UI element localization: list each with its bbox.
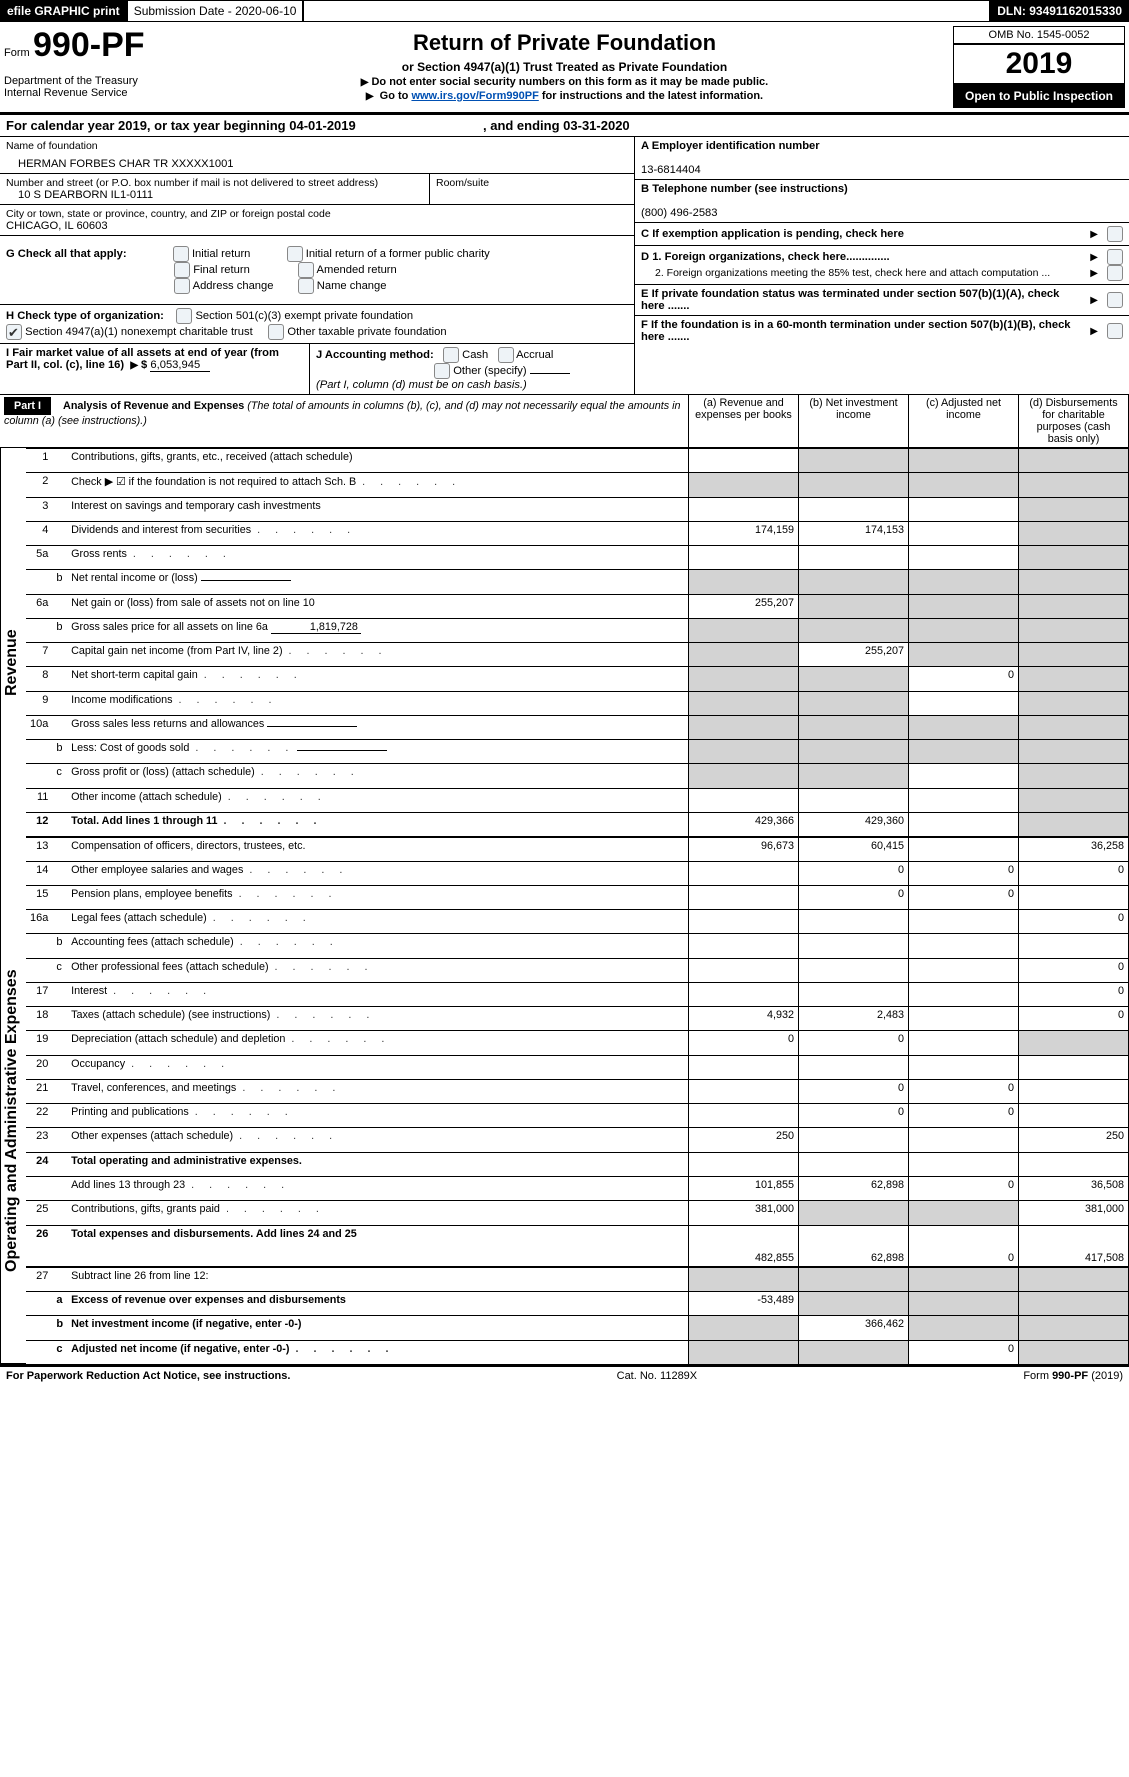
table-row: 24Total operating and administrative exp…: [26, 1152, 1129, 1176]
checkbox-4947a1[interactable]: [6, 324, 22, 340]
table-row: 12Total. Add lines 1 through 11 . . . . …: [26, 812, 1129, 836]
street-address: 10 S DEARBORN IL1-0111: [6, 189, 423, 201]
checkbox-501c3[interactable]: [176, 308, 192, 324]
checkbox-initial-return-former[interactable]: [287, 246, 303, 262]
table-row: 27Subtract line 26 from line 12:: [26, 1267, 1129, 1291]
col-d-header: (d) Disbursements for charitable purpose…: [1019, 395, 1129, 448]
col-a-header: (a) Revenue and expenses per books: [689, 395, 799, 448]
irs-link[interactable]: www.irs.gov/Form990PF: [411, 90, 538, 102]
identity-section: Name of foundation HERMAN FORBES CHAR TR…: [0, 136, 1129, 394]
part1-header-table: Part I Analysis of Revenue and Expenses …: [0, 394, 1129, 448]
form-title: Return of Private Foundation: [184, 30, 945, 56]
table-row: 20Occupancy . . . . . .: [26, 1055, 1129, 1079]
table-row: 13Compensation of officers, directors, t…: [26, 837, 1129, 861]
checkbox-other-taxable[interactable]: [268, 324, 284, 340]
table-row: 1Contributions, gifts, grants, etc., rec…: [26, 449, 1129, 473]
table-row: bAccounting fees (attach schedule) . . .…: [26, 934, 1129, 958]
checkbox-cash[interactable]: [443, 347, 459, 363]
table-row: 18Taxes (attach schedule) (see instructi…: [26, 1007, 1129, 1031]
checkbox-address-change[interactable]: [174, 278, 190, 294]
col-b-header: (b) Net investment income: [799, 395, 909, 448]
submission-date: Submission Date - 2020-06-10: [127, 1, 304, 22]
dln: DLN: 93491162015330: [990, 1, 1129, 22]
table-row: 3Interest on savings and temporary cash …: [26, 497, 1129, 521]
room-label: Room/suite: [430, 174, 495, 204]
expenses-label: Operating and Administrative Expenses: [0, 878, 26, 1364]
table-row: 16aLegal fees (attach schedule) . . . . …: [26, 910, 1129, 934]
table-row: cGross profit or (loss) (attach schedule…: [26, 764, 1129, 788]
table-row: 21Travel, conferences, and meetings . . …: [26, 1079, 1129, 1103]
table-row: Add lines 13 through 23 . . . . . .101,8…: [26, 1176, 1129, 1200]
section-j: J Accounting method: Cash Accrual Other …: [310, 344, 634, 394]
telephone: (800) 496-2583: [641, 207, 718, 219]
right-info-column: A Employer identification number 13-6814…: [635, 137, 1129, 394]
efile-label: efile GRAPHIC print: [0, 1, 127, 22]
table-row: 2Check ▶ ☑ if the foundation is not requ…: [26, 473, 1129, 497]
ein: 13-6814404: [641, 164, 701, 176]
checkbox-amended-return[interactable]: [298, 262, 314, 278]
table-row: cOther professional fees (attach schedul…: [26, 958, 1129, 982]
fmv-value: 6,053,945: [150, 359, 210, 372]
table-row: 8Net short-term capital gain . . . . . .…: [26, 667, 1129, 691]
tax-year: 2019: [953, 44, 1125, 84]
form-number: 990-PF: [33, 26, 145, 64]
table-row: aExcess of revenue over expenses and dis…: [26, 1291, 1129, 1315]
table-row: bLess: Cost of goods sold . . . . . .: [26, 740, 1129, 764]
rows-table: 1Contributions, gifts, grants, etc., rec…: [26, 448, 1129, 1365]
table-row: 4Dividends and interest from securities …: [26, 521, 1129, 545]
table-row: 10aGross sales less returns and allowanc…: [26, 715, 1129, 739]
table-row: bGross sales price for all assets on lin…: [26, 618, 1129, 642]
part1-label: Part I: [4, 397, 51, 415]
form-number-block: Form 990-PF Department of the Treasury I…: [0, 22, 180, 112]
table-row: 7Capital gain net income (from Part IV, …: [26, 643, 1129, 667]
calendar-year-line: For calendar year 2019, or tax year begi…: [0, 115, 1129, 136]
checkbox-accrual[interactable]: [498, 347, 514, 363]
spacer: [303, 1, 990, 22]
table-row: 9Income modifications . . . . . .: [26, 691, 1129, 715]
omb-no: OMB No. 1545-0052: [953, 26, 1125, 44]
form-header: Form 990-PF Department of the Treasury I…: [0, 22, 1129, 113]
table-row: 5aGross rents . . . . . .: [26, 546, 1129, 570]
checkbox-f[interactable]: [1107, 323, 1123, 339]
open-inspection: Open to Public Inspection: [953, 84, 1125, 108]
table-row: 22Printing and publications . . . . . .0…: [26, 1104, 1129, 1128]
checkbox-name-change[interactable]: [298, 278, 314, 294]
table-row: bNet investment income (if negative, ent…: [26, 1316, 1129, 1340]
part1-table: Revenue Operating and Administrative Exp…: [0, 448, 1129, 1365]
revenue-label: Revenue: [0, 448, 26, 878]
table-row: 25Contributions, gifts, grants paid . . …: [26, 1201, 1129, 1225]
table-row: 11Other income (attach schedule) . . . .…: [26, 788, 1129, 812]
table-row: cAdjusted net income (if negative, enter…: [26, 1340, 1129, 1365]
page-footer: For Paperwork Reduction Act Notice, see …: [0, 1365, 1129, 1385]
checkbox-d1[interactable]: [1107, 249, 1123, 265]
checkbox-initial-return[interactable]: [173, 246, 189, 262]
checkbox-other-method[interactable]: [434, 363, 450, 379]
section-i: I Fair market value of all assets at end…: [0, 344, 310, 394]
city-state-zip: CHICAGO, IL 60603: [6, 220, 628, 232]
checkbox-final-return[interactable]: [174, 262, 190, 278]
checkbox-e[interactable]: [1107, 292, 1123, 308]
table-row: 14Other employee salaries and wages . . …: [26, 861, 1129, 885]
table-row: 17Interest . . . . . .0: [26, 982, 1129, 1006]
table-row: 6aNet gain or (loss) from sale of assets…: [26, 594, 1129, 618]
table-row: 19Depreciation (attach schedule) and dep…: [26, 1031, 1129, 1055]
year-block: OMB No. 1545-0052 2019 Open to Public In…: [949, 22, 1129, 112]
table-row: 26Total expenses and disbursements. Add …: [26, 1225, 1129, 1267]
checkbox-d2[interactable]: [1107, 265, 1123, 281]
top-bar: efile GRAPHIC print Submission Date - 20…: [0, 0, 1129, 22]
section-g: G Check all that apply: Initial return I…: [0, 235, 634, 304]
table-row: bNet rental income or (loss): [26, 570, 1129, 594]
table-row: 23Other expenses (attach schedule) . . .…: [26, 1128, 1129, 1152]
foundation-name: HERMAN FORBES CHAR TR XXXXX1001: [0, 155, 634, 173]
section-h: H Check type of organization: Section 50…: [0, 304, 634, 343]
col-c-header: (c) Adjusted net income: [909, 395, 1019, 448]
checkbox-c[interactable]: [1107, 226, 1123, 242]
table-row: 15Pension plans, employee benefits . . .…: [26, 885, 1129, 909]
form-title-block: Return of Private Foundation or Section …: [180, 22, 949, 112]
